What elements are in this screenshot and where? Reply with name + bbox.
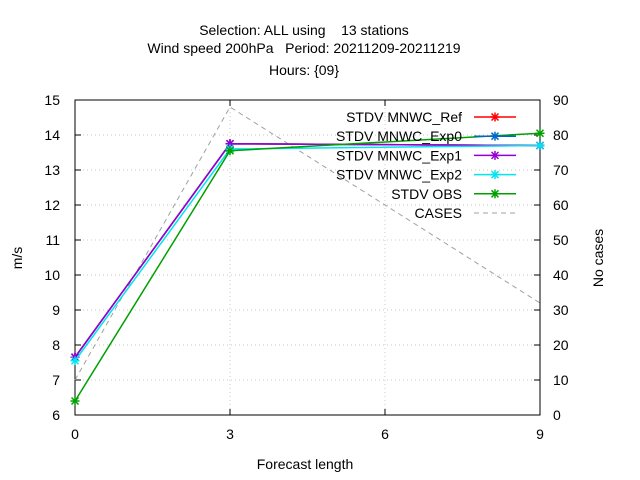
x-tick-label: 9 bbox=[536, 426, 544, 442]
y2-tick-label: 30 bbox=[553, 302, 569, 318]
y-tick-label: 15 bbox=[44, 92, 60, 108]
grid-layer bbox=[75, 100, 540, 415]
y2-tick-label: 50 bbox=[553, 232, 569, 248]
y-axis-label: m/s bbox=[9, 247, 25, 270]
chart-title-line-1: Selection: ALL using 13 stations bbox=[199, 22, 409, 38]
y2-tick-label: 80 bbox=[553, 127, 569, 143]
legend-sample-marker-2 bbox=[490, 150, 500, 160]
legend-label-0: STDV MNWC_Ref bbox=[346, 109, 462, 125]
series-point-3-0 bbox=[70, 356, 80, 366]
series-line-2 bbox=[74, 142, 541, 358]
y2-axis-label: No cases bbox=[590, 229, 606, 287]
series-line-5 bbox=[74, 106, 541, 381]
chart-title-line-3: Hours: {09} bbox=[269, 62, 339, 78]
y2-tick-label: 20 bbox=[553, 337, 569, 353]
y-tick-label: 11 bbox=[45, 232, 60, 248]
series-point-4-1 bbox=[225, 146, 235, 156]
y-tick-label: 9 bbox=[52, 302, 60, 318]
y2-tick-label: 10 bbox=[553, 372, 569, 388]
x-tick-label: 3 bbox=[226, 426, 234, 442]
x-axis-label: Forecast length bbox=[257, 456, 354, 472]
legend-label-4: STDV OBS bbox=[391, 186, 462, 202]
y-tick-label: 12 bbox=[44, 197, 60, 213]
legend-label-1: STDV MNWC_Exp0 bbox=[336, 128, 462, 144]
series-layer bbox=[70, 106, 545, 406]
y-tick-label: 14 bbox=[44, 127, 60, 143]
y2-tick-label: 40 bbox=[553, 267, 569, 283]
series-line-0 bbox=[74, 142, 541, 358]
y-tick-label: 8 bbox=[52, 337, 60, 353]
legend-label-2: STDV MNWC_Exp1 bbox=[336, 147, 462, 163]
y-tick-label: 10 bbox=[44, 267, 60, 283]
chart-title-line-2: Wind speed 200hPa Period: 20211209-20211… bbox=[147, 40, 460, 56]
y2-tick-label: 90 bbox=[553, 92, 569, 108]
y2-tick-label: 70 bbox=[553, 162, 569, 178]
y2-tick-label: 0 bbox=[553, 407, 561, 423]
legend-label-3: STDV MNWC_Exp2 bbox=[336, 167, 462, 183]
legend: STDV MNWC_Ref STDV MNWC_Exp0 STDV MNWC_Exp… bbox=[336, 109, 516, 221]
legend-sample-marker-3 bbox=[490, 170, 500, 180]
legend-sample-marker-1 bbox=[490, 131, 500, 141]
legend-sample-marker-4 bbox=[490, 189, 500, 199]
x-tick-label: 6 bbox=[381, 426, 389, 442]
series-line-4 bbox=[74, 132, 541, 402]
series-point-4-0 bbox=[70, 396, 80, 406]
series-line-3 bbox=[74, 144, 541, 362]
y-tick-label: 6 bbox=[52, 407, 60, 423]
series-point-3-2 bbox=[535, 141, 545, 150]
x-tick-label: 0 bbox=[71, 426, 79, 442]
y-tick-label: 7 bbox=[52, 372, 60, 388]
series-line-1 bbox=[74, 142, 541, 358]
ticks-layer: 0 3 6 9 6 7 8 9 10 11 12 13 14 15 0 10 20 30 40 50 60 70 80 90 bbox=[44, 92, 568, 442]
y-tick-label: 13 bbox=[44, 162, 60, 178]
y2-tick-label: 60 bbox=[553, 197, 569, 213]
plot-area-border bbox=[74, 99, 541, 416]
legend-label-5: CASES bbox=[415, 205, 462, 221]
series-point-4-2 bbox=[535, 128, 545, 138]
legend-sample-marker-0 bbox=[490, 112, 500, 122]
